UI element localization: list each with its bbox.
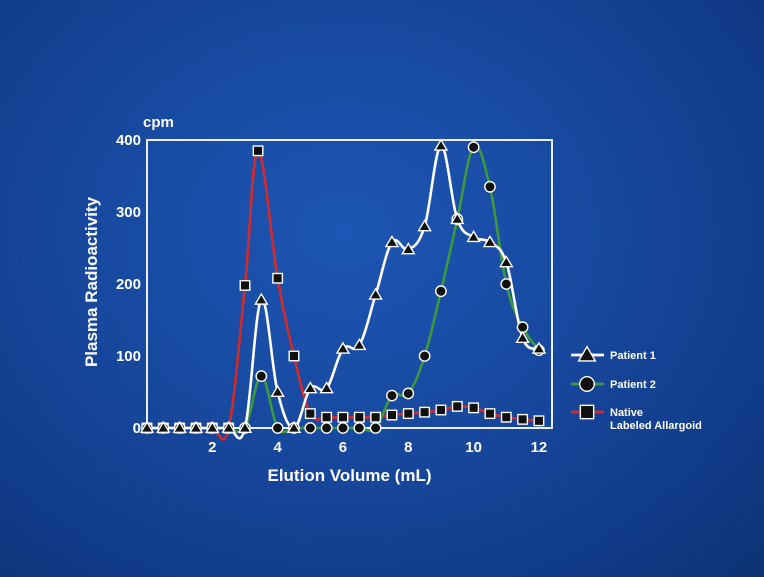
y-tick-label: 200	[116, 276, 141, 293]
point-triangle-0-21	[482, 234, 498, 248]
point-triangle-0-17	[417, 219, 432, 232]
point-triangle-0-18	[433, 138, 449, 151]
series-line-0	[147, 144, 540, 440]
point-square-2-10	[304, 408, 316, 420]
point-triangle-0-23	[515, 330, 530, 343]
point-circle-1-15	[386, 389, 398, 402]
y-tick-label: 400	[116, 132, 141, 149]
point-circle-1-12	[337, 422, 349, 434]
point-square-2-24	[533, 415, 545, 427]
x-tick-label: 12	[531, 439, 548, 456]
point-circle-1-10	[304, 422, 317, 434]
point-square-2-17	[419, 406, 431, 418]
point-square-2-15	[386, 409, 398, 421]
point-square-2-18	[435, 404, 447, 416]
point-circle-1-7	[255, 370, 268, 383]
point-square-2-7	[252, 145, 264, 157]
point-triangle-0-8	[270, 384, 285, 397]
point-square-2-13	[353, 411, 365, 423]
point-square-2-19	[451, 400, 463, 412]
legend-label: Patient 1	[610, 350, 656, 362]
point-circle-1-14	[369, 422, 382, 434]
point-circle-1-20	[467, 141, 480, 154]
point-triangle-0-13	[352, 337, 367, 351]
x-tick-label: 10	[465, 439, 482, 456]
point-square-2-8	[272, 272, 284, 284]
y-tick-label: 300	[116, 204, 141, 221]
point-square-2-16	[402, 408, 414, 420]
y-tick-label: 0	[133, 420, 141, 437]
x-tick-label: 8	[404, 439, 412, 456]
point-triangle-0-4	[205, 420, 220, 433]
point-triangle-0-6	[237, 420, 253, 433]
legend-marker-square	[579, 404, 595, 420]
point-circle-1-13	[353, 422, 366, 434]
point-triangle-0-22	[499, 255, 514, 268]
x-tick-label: 6	[339, 439, 347, 456]
legend-marker-circle	[579, 376, 595, 392]
y-axis-title: Plasma Radioactivity	[82, 196, 101, 367]
point-square-2-9	[288, 350, 300, 362]
unit-label: cpm	[143, 114, 174, 131]
series-line-2	[147, 149, 540, 441]
series-line-1	[147, 144, 540, 434]
point-circle-1-22	[500, 278, 513, 290]
point-square-2-21	[484, 408, 496, 420]
point-circle-1-16	[402, 387, 415, 400]
legend-item-0: Patient 1	[571, 345, 656, 362]
point-triangle-0-11	[319, 381, 334, 394]
point-triangle-0-14	[368, 287, 383, 300]
legend-marker-triangle	[577, 345, 597, 362]
point-triangle-0-20	[466, 229, 481, 243]
point-circle-1-17	[418, 350, 431, 362]
point-triangle-0-9	[286, 420, 302, 433]
point-square-2-20	[468, 402, 480, 414]
point-square-2-22	[500, 411, 512, 423]
point-triangle-0-12	[335, 341, 351, 354]
point-triangle-0-15	[384, 234, 400, 248]
point-triangle-0-24	[531, 341, 547, 354]
point-circle-1-21	[484, 180, 496, 193]
legend-label: Native	[610, 407, 643, 419]
legend-item-1: Patient 2	[571, 376, 656, 392]
point-circle-1-18	[435, 285, 447, 298]
point-circle-1-8	[271, 422, 284, 434]
point-triangle-0-0	[139, 420, 155, 433]
point-triangle-0-7	[254, 292, 269, 305]
y-tick-label: 100	[116, 348, 141, 365]
point-triangle-0-5	[221, 420, 236, 433]
point-square-2-6	[239, 279, 251, 291]
legend-label: Labeled Allargoid	[610, 420, 702, 432]
point-triangle-0-16	[401, 242, 416, 255]
legend-label: Patient 2	[610, 379, 656, 391]
point-triangle-0-19	[450, 211, 465, 225]
point-circle-1-11	[320, 422, 333, 434]
x-axis-title: Elution Volume (mL)	[267, 466, 431, 485]
point-square-2-11	[321, 411, 333, 423]
point-triangle-0-2	[172, 420, 187, 433]
x-tick-label: 4	[273, 439, 282, 456]
point-square-2-23	[517, 413, 529, 425]
point-triangle-0-3	[188, 420, 204, 433]
point-square-2-14	[370, 411, 382, 423]
point-triangle-0-1	[156, 420, 171, 433]
x-tick-label: 2	[208, 439, 216, 456]
point-triangle-0-10	[303, 381, 318, 394]
point-square-2-12	[337, 411, 349, 423]
